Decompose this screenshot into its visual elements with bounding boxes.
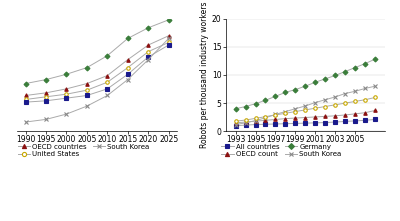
Y-axis label: Robots per thousand industry workers: Robots per thousand industry workers (200, 2, 209, 148)
Legend: OECD countries, United States, South Korea: OECD countries, United States, South Kor… (18, 144, 149, 157)
Legend: All countries, OECD count, Germany, South Korea: All countries, OECD count, Germany, Sout… (221, 144, 342, 157)
